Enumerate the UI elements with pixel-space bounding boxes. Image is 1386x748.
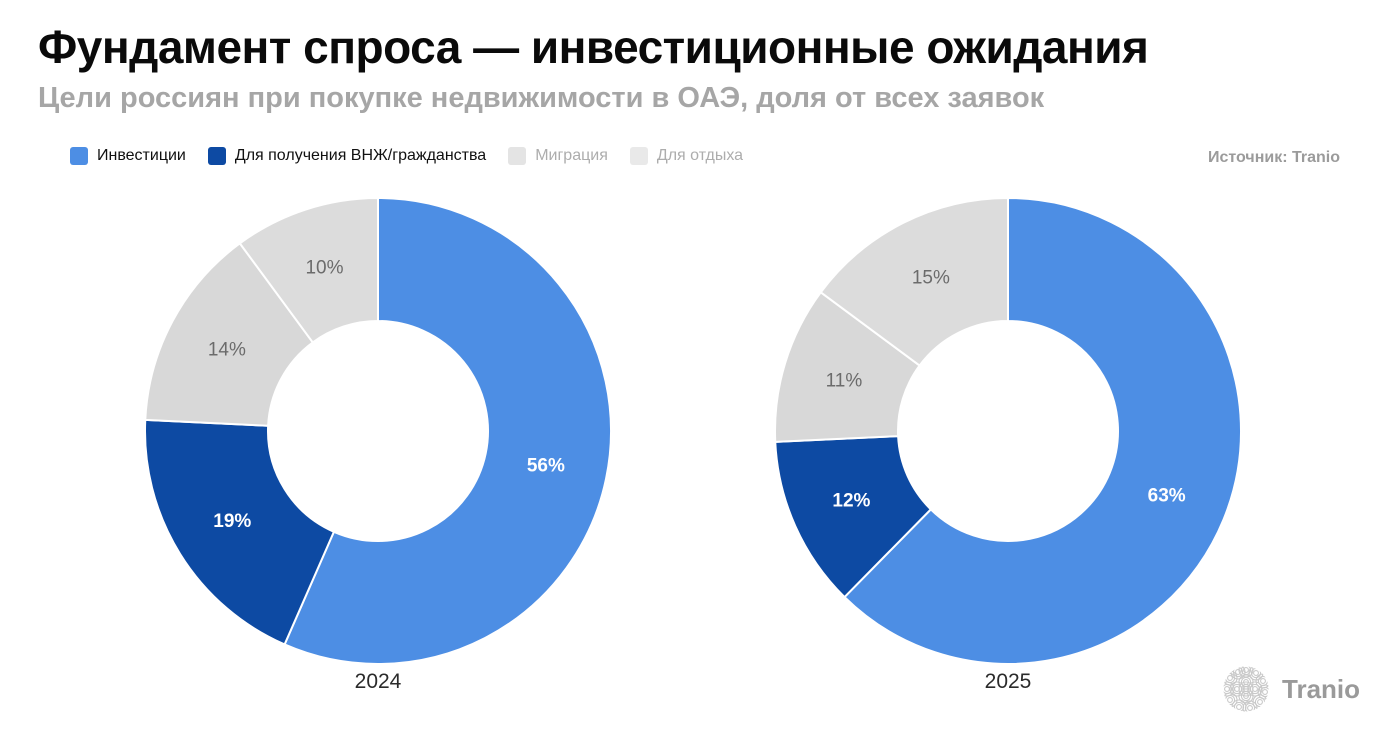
donut-slice-2024-3 [238, 197, 379, 344]
slice-value-label: 56% [527, 456, 565, 477]
slice-value-label: 63% [1148, 486, 1186, 507]
page-title: Фундамент спроса — инвестиционные ожидан… [38, 21, 1149, 73]
legend-item-3: Для отдыха [629, 147, 744, 165]
slice-value-label: 14% [208, 340, 246, 361]
slice-value-label: 19% [213, 511, 251, 532]
donut-chart-2024: 56% 19% 14% 10% 2024 [143, 196, 613, 700]
donut-2024-svg-mount: 56% 19% 14% 10% [143, 196, 613, 666]
legend-item-label: Миграция [535, 147, 608, 164]
legend-item-0: Инвестиции [70, 147, 186, 165]
source-label: Источник: Tranio [1208, 149, 1340, 166]
year-label-2024: 2024 [354, 670, 402, 693]
donut-2025-svg-mount: 63% 12% 11% 15% [773, 196, 1243, 666]
donut-slice-2025-0 [843, 197, 1242, 665]
tranio-logo-text: Tranio [1282, 673, 1361, 704]
legend-item-label: Инвестиции [97, 147, 186, 164]
legend-swatch-icon [629, 147, 648, 165]
legend-item-1: Для получения ВНЖ/гражданства [207, 147, 487, 165]
tranio-spiral-ball-icon [1223, 666, 1269, 712]
slice-value-label: 11% [826, 371, 863, 392]
year-label-2025: 2025 [984, 670, 1032, 693]
legend-swatch-icon [207, 147, 226, 165]
donut-slice-2024-1 [144, 418, 335, 646]
page-subtitle: Цели россиян при покупке недвижимости в … [38, 82, 1045, 114]
legend: Инвестиции Для получения ВНЖ/гражданства М… [70, 147, 743, 165]
donut-slice-2024-0 [283, 197, 612, 665]
tranio-logo: Tranio [1222, 665, 1360, 713]
legend-item-2: Миграция [508, 147, 608, 165]
legend-item-label: Для получения ВНЖ/гражданства [234, 147, 487, 164]
legend-item-label: Для отдыха [656, 147, 744, 164]
slice-value-label: 12% [832, 490, 870, 511]
donut-slice-2024-2 [144, 242, 314, 427]
legend-swatch-icon [70, 147, 88, 165]
donut-chart-2025: 63% 12% 11% 15% 2025 [773, 196, 1243, 700]
legend-swatch-icon [508, 147, 527, 165]
slice-value-label: 10% [305, 258, 343, 279]
slice-value-label: 15% [912, 267, 950, 288]
donut-slice-2025-3 [819, 197, 1009, 367]
